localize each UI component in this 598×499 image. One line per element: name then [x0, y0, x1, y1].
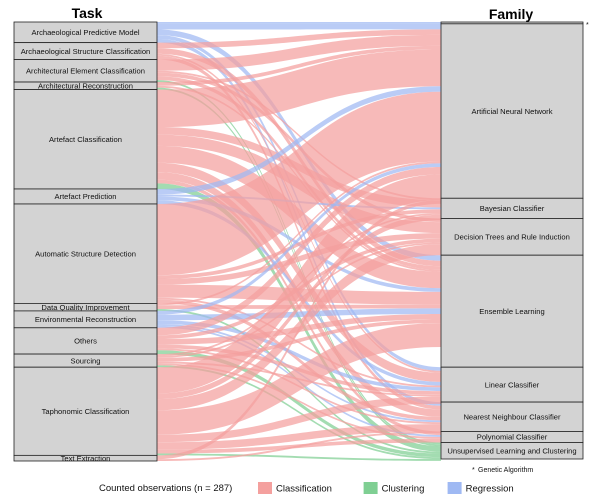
task-label-taphonomic-classification: Taphonomic Classification: [42, 407, 130, 416]
family-node-unsupervised-learning-and-clustering: [440, 442, 584, 460]
task-label-data-quality-improvement: Data Quality Improvement: [41, 303, 130, 312]
legend-swatch-clustering: [363, 482, 378, 494]
task-node-automatic-structure-detection: [13, 203, 158, 304]
task-node-others: [13, 327, 158, 355]
family-label-linear-classifier: Linear Classifier: [485, 380, 540, 389]
family-label-bayesian-classifier: Bayesian Classifier: [480, 204, 545, 213]
flow-taphonomic-classification-to-bayesian-classifier: [157, 214, 441, 400]
observations-count: Counted observations (n = 287): [99, 483, 232, 494]
task-label-environmental-reconstruction: Environmental Reconstruction: [35, 315, 136, 324]
family-nodes: Artificial Neural Network Bayesian Classi…: [440, 21, 584, 460]
legend-label-classification: Classification: [276, 484, 332, 495]
footnote-text: Genetic Algorithm: [478, 467, 533, 474]
family-label-nearest-neighbour-classifier: Nearest Neighbour Classifier: [463, 412, 561, 421]
flow-text-extraction-to-artificial-neural-network: [157, 200, 441, 460]
flow-architectural-element-classification-to-artificial-neural-network: [157, 34, 441, 71]
task-label-text-extraction: Text Extraction: [61, 454, 111, 463]
task-node-text-extraction: [13, 454, 158, 462]
flow-text-extraction-to-nearest-neighbour-classifier: [157, 431, 441, 461]
footnote-marker: *: [472, 467, 475, 474]
family-label-decision-trees-and-rule-induction: Decision Trees and Rule Induction: [454, 233, 570, 242]
task-label-architectural-element-classification: Architectural Element Classification: [26, 66, 145, 75]
task-label-artefact-classification: Artefact Classification: [49, 135, 122, 144]
family-node-linear-classifier: [440, 366, 584, 403]
flow-environmental-reconstruction-to-linear-classifier: [157, 320, 441, 392]
flow-sourcing-to-decision-trees-and-rule-induction: [157, 242, 441, 358]
legend-label-clustering: Clustering: [382, 484, 425, 495]
flow-data-quality-improvement-to-artificial-neural-network: [157, 161, 441, 306]
task-nodes: Archaeological Predictive Model Archaeolo…: [13, 21, 158, 463]
flow-automatic-structure-detection-to-artificial-neural-network: [157, 91, 441, 276]
flow-environmental-reconstruction-to-artificial-neural-network: [157, 163, 441, 315]
family-node-ensemble-learning: [440, 254, 584, 368]
flow-artefact-classification-to-artificial-neural-network: [157, 49, 441, 128]
task-label-sourcing: Sourcing: [71, 356, 101, 365]
flow-sourcing-to-polynomial-classifier: [157, 363, 441, 439]
task-label-archaeological-predictive-model: Archaeological Predictive Model: [31, 28, 139, 37]
task-label-architectural-reconstruction: Architectural Reconstruction: [38, 81, 133, 90]
flow-architectural-element-classification-to-decision-trees-and-rule-induction: [157, 72, 441, 223]
flow-artefact-prediction-to-artificial-neural-network: [157, 86, 441, 195]
family-label-artificial-neural-network: Artificial Neural Network: [471, 107, 552, 116]
family-node-artificial-neural-network: [440, 23, 584, 199]
flow-architectural-element-classification-to-bayesian-classifier: [157, 70, 441, 201]
flow-sourcing-to-unsupervised-learning-and-clustering: [157, 365, 441, 459]
task-label-others: Others: [74, 337, 97, 346]
family-label-polynomial-classifier: Polynomial Classifier: [477, 433, 548, 442]
flow-automatic-structure-detection-to-linear-classifier: [157, 297, 441, 388]
flow-automatic-structure-detection-to-bayesian-classifier: [157, 209, 441, 280]
family-label-unsupervised-learning-and-clustering: Unsupervised Learning and Clustering: [447, 446, 576, 455]
flow-archaeological-predictive-model-to-genetic-algorithm: [157, 22, 441, 24]
flow-taphonomic-classification-to-nearest-neighbour-classifier: [157, 424, 441, 450]
family-node-nearest-neighbour-classifier: [440, 401, 584, 432]
task-label-archaeological-structure-classification: Archaeological Structure Classification: [21, 47, 151, 56]
flow-artefact-classification-to-unsupervised-learning-and-clustering: [157, 183, 441, 452]
task-label-artefact-prediction: Artefact Prediction: [54, 192, 116, 201]
legend-swatch-regression: [447, 482, 462, 494]
legend: Classification Clustering Regression: [258, 482, 514, 495]
flow-architectural-reconstruction-to-artificial-neural-network: [157, 45, 441, 86]
flow-taphonomic-classification-to-decision-trees-and-rule-induction: [157, 244, 441, 411]
flow-architectural-reconstruction-to-unsupervised-learning-and-clustering: [157, 87, 441, 447]
legend-swatch-classification: [258, 482, 272, 494]
flow-taphonomic-classification-to-ensemble-learning: [157, 323, 441, 435]
task-column-title: Task: [72, 5, 103, 21]
flow-automatic-structure-detection-to-nearest-neighbour-classifier: [157, 299, 441, 421]
task-label-automatic-structure-detection: Automatic Structure Detection: [35, 249, 136, 258]
flow-others-to-artificial-neural-network: [157, 167, 441, 336]
flow-archaeological-structure-classification-to-artificial-neural-network: [157, 29, 441, 49]
flow-automatic-structure-detection-to-decision-trees-and-rule-induction: [157, 233, 441, 285]
flow-archaeological-predictive-model-to-artificial-neural-network: [157, 23, 441, 30]
flow-archaeological-predictive-model-to-ensemble-learning: [157, 29, 441, 261]
flow-taphonomic-classification-to-unsupervised-learning-and-clustering: [157, 453, 441, 461]
flow-links: [157, 22, 441, 461]
flow-taphonomic-classification-to-artificial-neural-network: [157, 174, 441, 394]
task-node-taphonomic-classification: [13, 366, 158, 456]
flow-others-to-unsupervised-learning-and-clustering: [157, 350, 441, 458]
legend-label-regression: Regression: [466, 484, 514, 495]
family-column-title: Family: [489, 6, 534, 22]
flow-architectural-element-classification-to-unsupervised-learning-and-clustering: [157, 80, 441, 445]
family-footnote-marker: *: [586, 22, 589, 29]
family-label-ensemble-learning: Ensemble Learning: [479, 307, 544, 316]
flow-sourcing-to-ensemble-learning: [157, 319, 441, 362]
